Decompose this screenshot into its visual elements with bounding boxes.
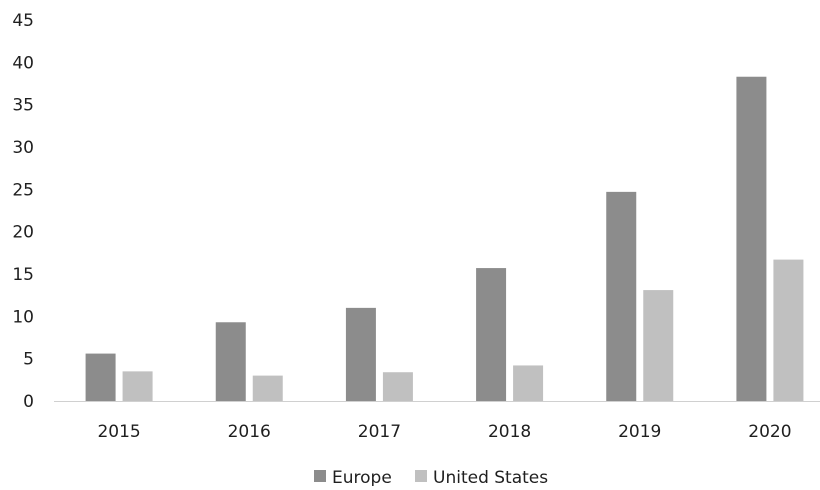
x-tick-label: 2017 (358, 422, 401, 442)
bar-united-states-2020 (773, 259, 804, 401)
bar-united-states-2016 (252, 375, 283, 401)
bar-united-states-2017 (382, 372, 413, 401)
bar-europe-2018 (476, 268, 507, 401)
legend-swatch-united-states (415, 470, 427, 482)
y-axis-tick-labels: 0 5 10 15 20 25 30 35 40 45 (12, 11, 34, 412)
y-tick-label: 10 (12, 307, 34, 327)
y-tick-label: 40 (12, 53, 34, 73)
legend-label-europe: Europe (332, 468, 392, 486)
bar-europe-2019 (606, 191, 637, 401)
bars (85, 76, 804, 401)
legend-label-united-states: United States (433, 468, 548, 486)
y-tick-label: 35 (12, 96, 34, 116)
bar-europe-2020 (736, 76, 767, 401)
y-tick-label: 25 (12, 180, 34, 200)
y-tick-label: 15 (12, 265, 34, 285)
x-axis-tick-labels: 2015 2016 2017 2018 2019 2020 (97, 422, 791, 442)
x-tick-label: 2019 (618, 422, 661, 442)
bar-europe-2017 (345, 307, 376, 401)
x-tick-label: 2018 (488, 422, 531, 442)
x-tick-label: 2016 (228, 422, 271, 442)
y-tick-label: 5 (23, 350, 34, 370)
y-tick-label: 20 (12, 223, 34, 243)
bar-united-states-2015 (122, 371, 153, 401)
bar-europe-2016 (215, 322, 246, 401)
legend: Europe United States (314, 468, 548, 488)
legend-swatch-europe (314, 470, 326, 482)
y-tick-label: 45 (12, 11, 34, 31)
y-tick-label: 0 (23, 392, 34, 412)
bar-europe-2015 (85, 353, 116, 401)
bar-united-states-2019 (643, 290, 674, 401)
y-tick-label: 30 (12, 138, 34, 158)
bar-united-states-2018 (513, 365, 544, 401)
x-tick-label: 2020 (748, 422, 791, 442)
x-tick-label: 2015 (97, 422, 140, 442)
